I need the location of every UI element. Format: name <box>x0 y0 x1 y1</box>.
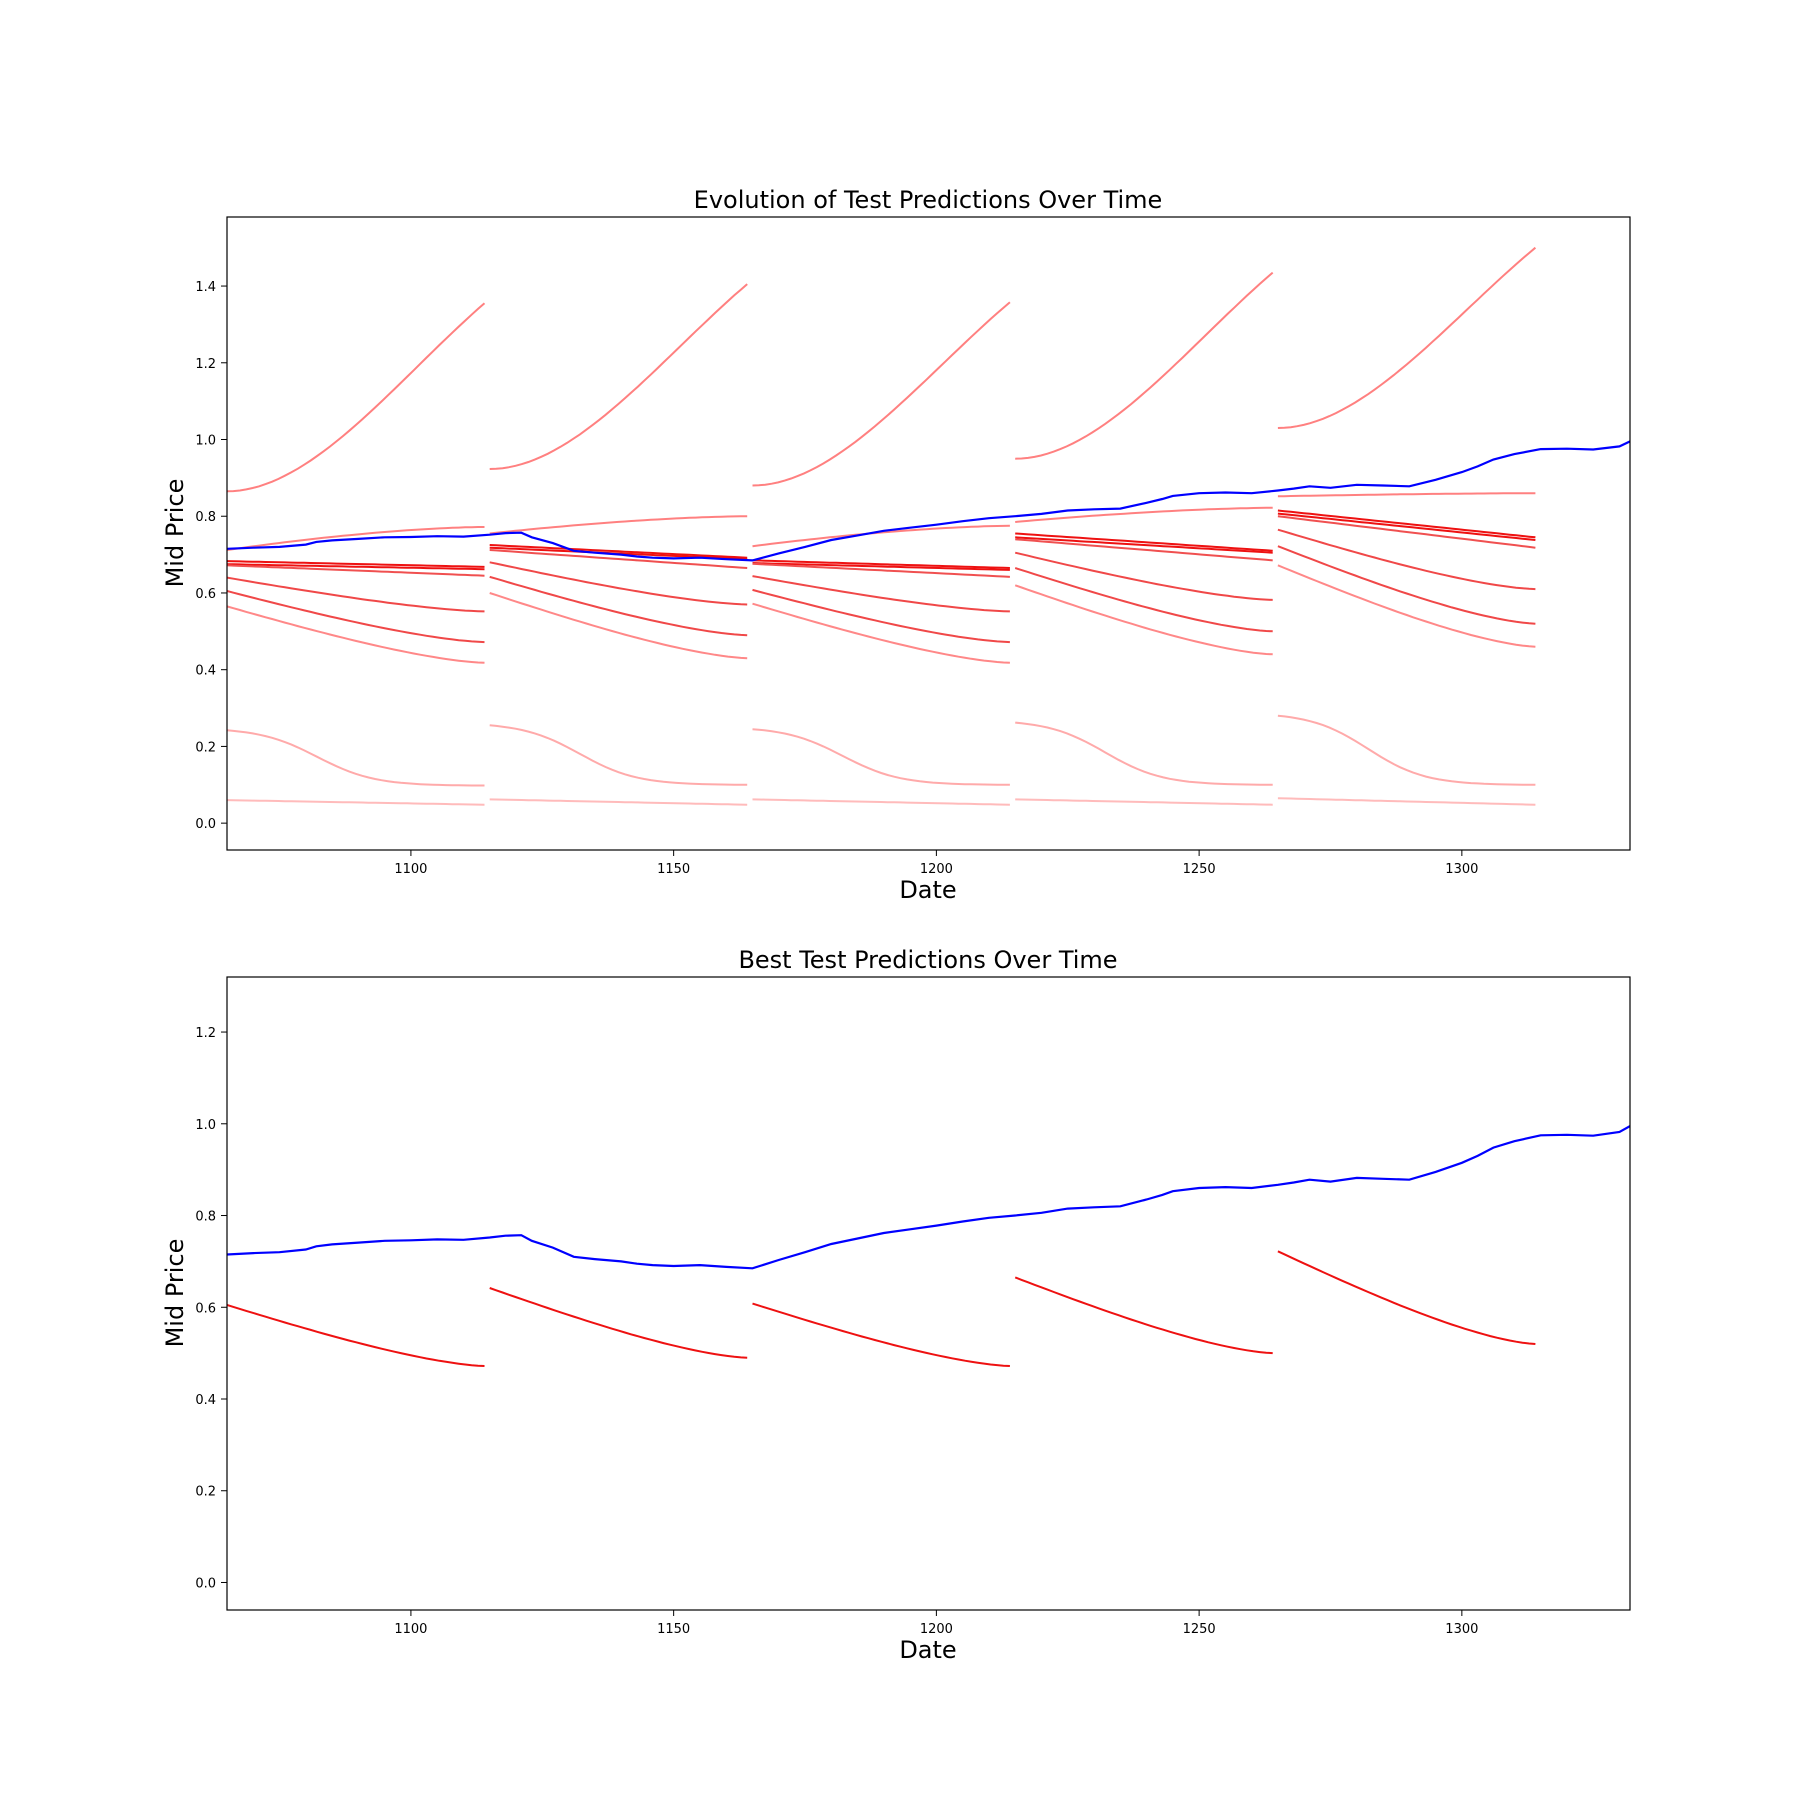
prediction-line-7-window-2 <box>752 602 1010 664</box>
prediction-line-8-window-1 <box>489 724 748 786</box>
y-axis-ticks: 0.0 0.2 0.4 0.6 0.8 1.0 1.2 <box>195 1026 227 1591</box>
prediction-line-9-window-4 <box>1277 797 1536 806</box>
x-axis-ticks: 1100 1150 1200 1250 1300 <box>394 850 1478 877</box>
prediction-line-5-window-2 <box>752 575 1010 613</box>
y-axis-label: Mid Price <box>161 1239 189 1348</box>
plot-frame <box>226 976 1631 1611</box>
prediction-line-3-window-0 <box>227 563 485 571</box>
y-tick-label: 0.6 <box>195 587 216 602</box>
prediction-line-9-window-2 <box>752 798 1010 806</box>
prediction-line-5-window-0 <box>227 576 485 613</box>
prediction-line-7-window-1 <box>489 592 748 660</box>
prediction-line-5-window-3 <box>1014 551 1273 601</box>
prediction-line-0-window-4 <box>1277 1250 1536 1345</box>
chart-title: Evolution of Test Predictions Over Time <box>694 186 1163 214</box>
prediction-line-1-window-0 <box>227 526 485 551</box>
y-tick-label: 0.2 <box>195 1485 216 1500</box>
x-tick-label: 1250 <box>1183 862 1216 877</box>
prediction-line-8-window-3 <box>1015 721 1273 786</box>
y-tick-label: 0.0 <box>195 817 216 832</box>
y-tick-label: 1.0 <box>195 434 216 449</box>
prediction-line-6-window-1 <box>489 575 748 637</box>
prediction-line-7-window-3 <box>1014 584 1273 656</box>
y-tick-label: 0.4 <box>195 664 216 679</box>
prediction-line-6-window-4 <box>1277 545 1536 625</box>
actual-price-line <box>227 1125 1630 1270</box>
prediction-line-3-window-2 <box>752 562 1010 571</box>
prediction-line-6-window-3 <box>1014 567 1273 633</box>
actual-price-line <box>227 440 1630 562</box>
prediction-line-0-window-2 <box>752 1302 1010 1367</box>
prediction-line-1-window-1 <box>489 515 748 535</box>
y-tick-label: 0.8 <box>195 510 216 525</box>
prediction-line-4-window-1 <box>489 549 748 569</box>
prediction-line-2-window-2 <box>752 559 1010 569</box>
prediction-line-0-window-4 <box>1277 246 1537 429</box>
x-tick-label: 1150 <box>657 1622 690 1637</box>
prediction-line-2-window-3 <box>1015 532 1273 552</box>
prediction-line-4-window-2 <box>752 562 1010 578</box>
prediction-line-6-window-0 <box>227 590 485 644</box>
y-tick-label: 1.2 <box>195 1026 216 1041</box>
x-tick-label: 1250 <box>1183 1622 1216 1637</box>
x-tick-label: 1150 <box>657 862 690 877</box>
y-tick-label: 0.6 <box>195 1301 216 1316</box>
prediction-line-8-window-2 <box>752 728 1010 786</box>
prediction-line-3-window-4 <box>1277 512 1536 541</box>
x-axis-ticks: 1100 1150 1200 1250 1300 <box>394 1610 1478 1637</box>
plot-lines <box>227 246 1630 806</box>
prediction-line-2-window-0 <box>227 560 485 568</box>
y-axis-ticks: 0.0 0.2 0.4 0.6 0.8 1.0 1.2 1.4 <box>195 280 227 832</box>
chart-title: Best Test Predictions Over Time <box>738 946 1117 974</box>
best-chart: Best Test Predictions Over Time 1100 1150… <box>161 946 1631 1664</box>
prediction-line-1-window-4 <box>1277 492 1536 498</box>
prediction-line-1-window-2 <box>752 524 1010 548</box>
y-tick-label: 0.0 <box>195 1576 216 1591</box>
prediction-line-0-window-3 <box>1015 271 1274 460</box>
x-tick-label: 1300 <box>1445 1622 1478 1637</box>
prediction-line-9-window-1 <box>489 798 748 806</box>
prediction-line-0-window-0 <box>227 302 486 493</box>
prediction-line-2-window-4 <box>1277 509 1536 539</box>
prediction-line-0-window-3 <box>1014 1276 1273 1355</box>
prediction-line-0-window-0 <box>227 1304 485 1367</box>
prediction-line-7-window-0 <box>227 605 485 664</box>
prediction-line-5-window-1 <box>489 561 748 606</box>
y-tick-label: 0.8 <box>195 1210 216 1225</box>
prediction-line-3-window-3 <box>1015 536 1273 554</box>
prediction-line-8-window-4 <box>1277 714 1536 786</box>
x-tick-label: 1100 <box>394 862 427 877</box>
x-tick-label: 1200 <box>920 1622 953 1637</box>
y-tick-label: 0.2 <box>195 740 216 755</box>
y-tick-label: 1.0 <box>195 1118 216 1133</box>
x-tick-label: 1200 <box>920 862 953 877</box>
evolution-chart: Evolution of Test Predictions Over Time … <box>161 186 1631 904</box>
prediction-line-5-window-4 <box>1277 528 1536 591</box>
y-tick-label: 1.2 <box>195 357 216 372</box>
x-tick-label: 1300 <box>1445 862 1478 877</box>
prediction-line-0-window-2 <box>752 301 1011 487</box>
y-axis-label: Mid Price <box>161 479 189 588</box>
plot-lines <box>227 1125 1630 1367</box>
prediction-line-9-window-3 <box>1015 798 1273 806</box>
prediction-line-4-window-4 <box>1277 515 1536 549</box>
prediction-line-4-window-3 <box>1015 538 1273 562</box>
prediction-line-8-window-0 <box>227 729 485 787</box>
prediction-line-6-window-2 <box>752 588 1010 644</box>
prediction-line-2-window-1 <box>489 544 748 559</box>
prediction-line-0-window-1 <box>489 1287 748 1359</box>
y-tick-label: 0.4 <box>195 1393 216 1408</box>
prediction-line-7-window-4 <box>1277 564 1536 648</box>
prediction-line-1-window-3 <box>1015 506 1273 523</box>
x-tick-label: 1100 <box>394 1622 427 1637</box>
prediction-line-4-window-0 <box>227 564 485 577</box>
prediction-line-0-window-1 <box>489 283 748 470</box>
plot-frame <box>226 216 1631 851</box>
x-axis-label: Date <box>899 876 956 904</box>
y-tick-label: 1.4 <box>195 280 216 295</box>
prediction-line-9-window-0 <box>227 799 485 806</box>
x-axis-label: Date <box>899 1636 956 1664</box>
